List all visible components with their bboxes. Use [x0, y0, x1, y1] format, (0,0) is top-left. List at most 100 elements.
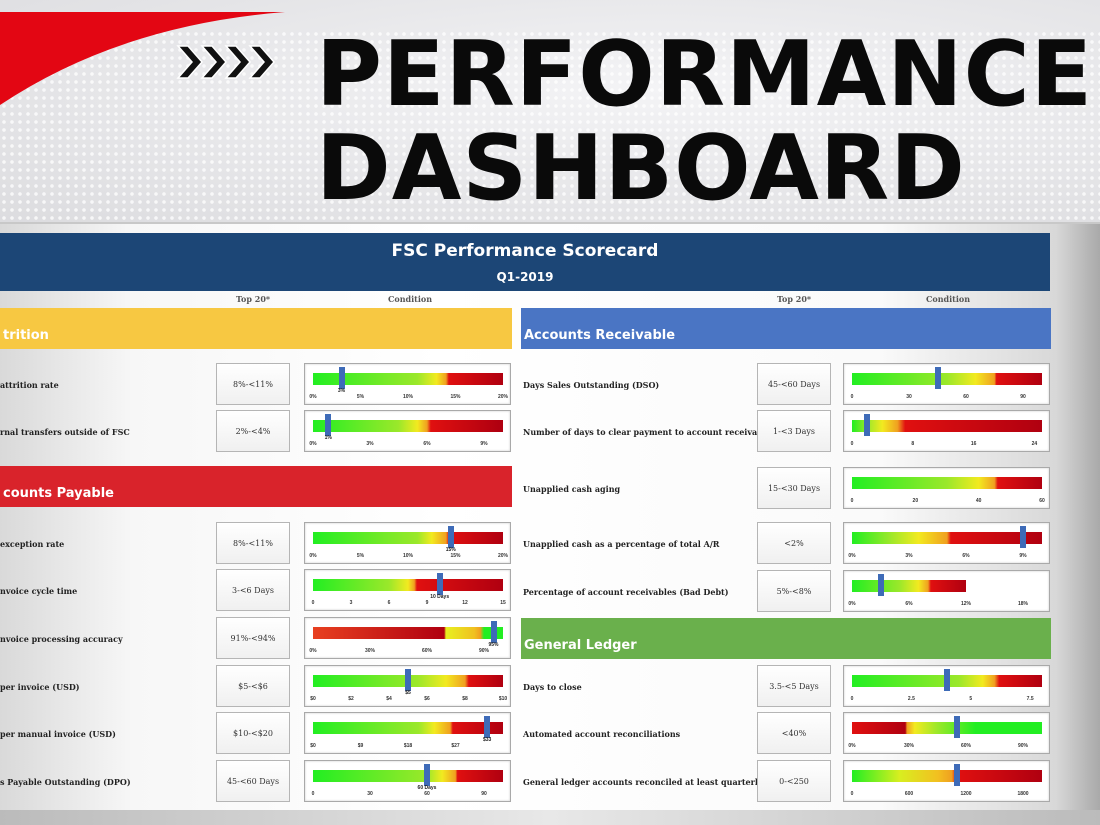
gauge-tick-label: 1200	[960, 791, 972, 797]
metric-label: per invoice (USD)	[0, 682, 80, 692]
condition-gauge: $0 $2 $4 $6 $8 $10 $5	[304, 665, 511, 707]
top20-target: 8%-<11%	[216, 363, 290, 405]
gauge-tick-label: 90%	[1017, 743, 1029, 749]
gauge-tick-label: 12	[462, 600, 468, 606]
gauge-tick-label: 30%	[903, 743, 915, 749]
gauge-tick-label: 0	[850, 394, 854, 400]
banner-title-line2: DASHBOARD	[316, 116, 966, 221]
gauge-marker	[944, 669, 950, 691]
condition-gauge: 0% 30% 60% 90%	[843, 712, 1050, 754]
gauge-tick-label: 60	[424, 791, 430, 797]
metric-label: Days to close	[523, 682, 582, 692]
gauge-bar	[313, 532, 503, 544]
gauge-tick-label: 6%	[962, 553, 970, 559]
condition-gauge: 0 2.5 5 7.5	[843, 665, 1050, 707]
gauge-tick-label: 3%	[366, 441, 374, 447]
gauge-bar	[313, 770, 503, 782]
gauge-tick-label: 90	[481, 791, 487, 797]
gauge-tick-label: 2.5	[907, 696, 915, 702]
metric-label: rnal transfers outside of FSC	[0, 427, 130, 437]
gauge-tick-label: $9	[357, 743, 364, 749]
metric-label: nvoice processing accuracy	[0, 634, 123, 644]
gauge-marker	[934, 367, 941, 389]
gauge-tick-label: $8	[462, 696, 468, 702]
gauge-tick-label: 30	[367, 791, 373, 797]
top20-target: 91%-<94%	[216, 617, 290, 659]
gauge-marker-label: 3%	[337, 388, 346, 394]
scorecard-period: Q1-2019	[496, 270, 554, 284]
metric-label: per manual invoice (USD)	[0, 729, 116, 739]
top20-target: 8%-<11%	[216, 522, 290, 564]
gauge-marker	[1020, 526, 1026, 548]
top20-target: 45-<60 Days	[757, 363, 831, 405]
gauge-marker-label: 95%	[488, 642, 499, 648]
gauge-bar	[852, 770, 1042, 782]
red-swoosh	[0, 12, 285, 105]
gauge-tick-label: 20%	[497, 553, 509, 559]
condition-gauge: 0 3 6 9 12 15 10 Days	[304, 569, 511, 611]
gauge-tick-label: 0	[850, 791, 854, 797]
gauge-bar	[852, 722, 1042, 734]
gauge-marker-label: 60 Days	[417, 785, 437, 791]
gauge-bar	[852, 532, 1042, 544]
metric-label: attrition rate	[0, 380, 59, 390]
condition-gauge: 0% 30% 60% 90% 95%	[304, 617, 511, 659]
gauge-marker	[490, 621, 497, 643]
gauge-marker	[325, 414, 332, 436]
gauge-tick-label: 5%	[356, 394, 365, 400]
gauge-marker	[405, 669, 411, 691]
gauge-tick-label: 15%	[450, 394, 461, 400]
gauge-tick-label: 30%	[364, 648, 376, 654]
gauge-bar	[313, 722, 503, 734]
gauge-tick-label: 0	[850, 441, 854, 447]
gauge-tick-label: 16	[970, 441, 977, 447]
gauge-marker-label: 10 Days	[430, 594, 450, 600]
banner: PERFORMANCE DASHBOARD	[0, 0, 1100, 222]
gauge-tick-label: 0%	[848, 743, 856, 749]
metric-label: exception rate	[0, 539, 65, 549]
gauge-marker-label: $5	[405, 690, 411, 696]
gauge-tick-label: 0	[311, 600, 315, 606]
gauge-marker-label: $33	[482, 737, 492, 743]
top20-target: $5-<$6	[216, 665, 290, 707]
gauge-tick-label: 90%	[478, 648, 490, 654]
top20-target: 5%-<8%	[757, 570, 831, 612]
gauge-tick-label: 1800	[1017, 791, 1029, 797]
condition-gauge: 0 20 40 60	[843, 467, 1050, 509]
gauge-tick-label: 5	[969, 696, 973, 702]
gauge-marker	[447, 526, 454, 548]
metric-label: Automated account reconciliations	[523, 729, 681, 739]
metric-label: Unapplied cash aging	[523, 484, 621, 494]
column-header-top20-left: Top 20*	[236, 294, 271, 304]
column-header-condition-left: Condition	[388, 294, 433, 304]
gauge-tick-label: 20%	[497, 394, 509, 400]
scorecard-title: FSC Performance Scorecard	[391, 241, 659, 261]
gauge-tick-label: 30	[906, 394, 912, 400]
metric-label: Number of days to clear payment to accou…	[523, 427, 776, 437]
gauge-tick-label: 6%	[905, 601, 913, 607]
gauge-tick-label: 60%	[960, 743, 972, 749]
section-header: counts Payable	[0, 466, 512, 507]
top20-target: 2%-<4%	[216, 410, 290, 452]
gauge-tick-label: 3%	[905, 553, 913, 559]
gauge-marker	[953, 716, 960, 738]
gauge-tick-label: $0	[310, 743, 316, 749]
gauge-tick-label: 9%	[1019, 553, 1027, 559]
gauge-tick-label: $2	[348, 696, 354, 702]
gauge-tick-label: 90	[1020, 394, 1026, 400]
banner-title-line1: PERFORMANCE	[316, 22, 1094, 127]
gauge-tick-label: $18	[403, 743, 413, 749]
gauge-tick-label: 9	[425, 600, 429, 606]
gauge-tick-label: 15	[500, 600, 506, 606]
condition-gauge: 0 30 60 90 60 Days	[304, 760, 511, 802]
section-header: General Ledger	[521, 618, 1051, 659]
condition-gauge: 0% 5% 10% 15% 20% 3%	[304, 363, 511, 405]
gauge-marker	[877, 574, 884, 596]
gauge-tick-label: 0%	[309, 394, 317, 400]
top20-target: 3-<6 Days	[216, 569, 290, 611]
gauge-marker	[864, 414, 871, 436]
gauge-marker-label: 1%	[324, 435, 332, 441]
gauge-tick-label: 15%	[450, 553, 461, 559]
gauge-marker	[436, 573, 443, 595]
gauge-bar	[313, 373, 503, 385]
